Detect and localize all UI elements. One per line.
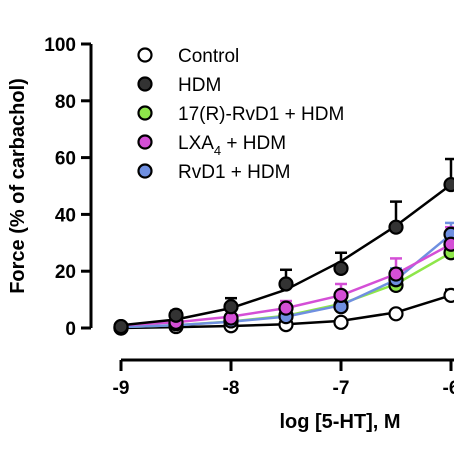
legend: Control HDM 17(R)-RvD1 + HDM LXA4 + HDM RvD1… [137,46,344,183]
data-points [113,176,454,336]
y-axis-title: Force (% of carbachol) [7,78,29,294]
data-point [333,314,349,330]
x-tick-label: -6 [443,378,454,399]
legend-marker [137,105,153,121]
y-tick-label: 0 [65,319,76,340]
x-axis-title: log [5-HT], M [279,411,400,433]
x-tick-label: -8 [223,378,240,399]
data-point [333,287,349,303]
legend-label: HDM [178,75,221,96]
legend-marker [137,134,153,150]
legend-label: 17(R)-RvD1 + HDM [178,104,344,125]
legend-label: RvD1 + HDM [178,162,290,183]
data-point [443,176,454,193]
y-tick-label: 100 [44,35,76,56]
data-point [443,236,454,252]
data-point [333,260,349,276]
data-point [443,287,454,303]
legend-marker [137,47,153,63]
plot-area [113,157,454,336]
x-ticks: -9 -8 -7 -6 [113,360,454,399]
data-point [223,299,239,315]
data-point [388,219,404,235]
y-tick-label: 80 [55,92,76,113]
data-point [278,276,294,292]
x-tick-label: -9 [113,378,130,399]
legend-marker [137,76,153,92]
y-tick-label: 20 [55,262,76,283]
y-tick-label: 40 [55,205,76,226]
y-ticks: 0 20 40 60 80 100 [44,35,91,340]
axes [89,44,454,362]
legend-label: LXA4 + HDM [178,133,286,158]
data-point [388,306,404,322]
data-point [113,318,129,335]
y-tick-label: 60 [55,149,76,170]
data-point [278,300,294,316]
legend-label: Control [178,46,239,67]
data-point [168,307,184,323]
data-point [388,266,404,282]
legend-marker [137,163,153,179]
x-tick-label: -7 [333,378,350,399]
